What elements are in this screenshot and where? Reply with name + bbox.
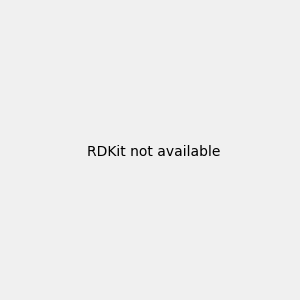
Text: RDKit not available: RDKit not available xyxy=(87,145,220,158)
